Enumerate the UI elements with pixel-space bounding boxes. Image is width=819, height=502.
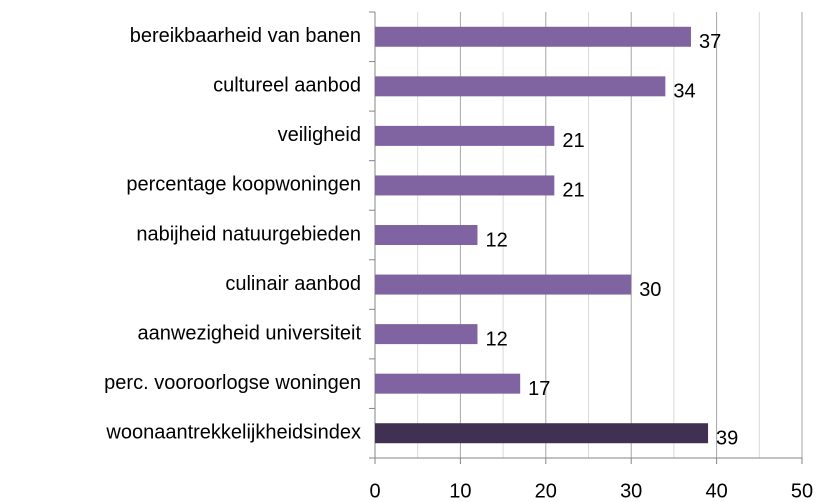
y-tick-label: cultureel aanbod [213,75,361,97]
y-tick-label: perc. vooroorlogse woningen [104,372,361,394]
y-tick-label: woonaantrekkelijkheidsindex [105,422,361,444]
value-label: 17 [528,378,550,400]
value-label: 21 [562,180,584,202]
x-tick-label: 0 [369,480,380,502]
bar [375,76,666,97]
bar [375,373,521,394]
x-tick-label: 30 [620,480,642,502]
value-label: 37 [699,31,721,53]
bar [375,175,555,196]
y-tick-label: culinair aanbod [225,273,361,295]
value-label: 30 [639,279,661,301]
bar [375,423,709,444]
y-tick-label: veiligheid [278,124,361,146]
x-tick-label: 40 [705,480,727,502]
x-tick-label: 20 [535,480,557,502]
y-tick-label: nabijheid natuurgebieden [136,223,361,245]
y-tick-label: aanwezigheid universiteit [138,322,362,344]
value-label: 34 [673,81,695,103]
bar [375,324,478,345]
x-tick-label: 10 [449,480,471,502]
x-tick-label: 50 [791,480,813,502]
value-label: 21 [562,130,584,152]
bar [375,225,478,245]
value-label: 39 [716,428,738,450]
y-tick-label: percentage koopwoningen [126,174,361,196]
value-label: 12 [485,328,507,350]
bar [375,26,691,47]
value-label: 12 [485,229,507,251]
bar [375,274,632,295]
bar [375,125,555,146]
y-tick-label: bereikbaarheid van banen [130,25,361,47]
